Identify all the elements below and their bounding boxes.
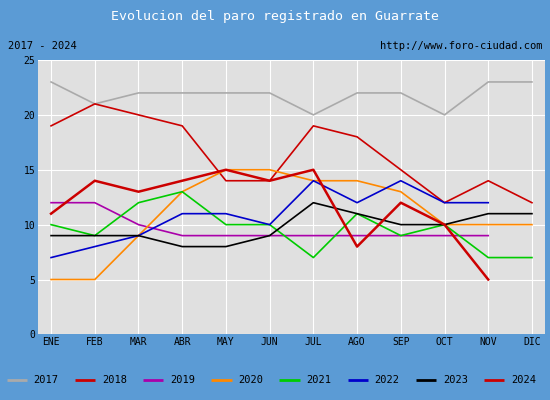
Text: 2017: 2017 [34,375,58,385]
Text: 2019: 2019 [170,375,195,385]
Text: 2020: 2020 [238,375,263,385]
Text: Evolucion del paro registrado en Guarrate: Evolucion del paro registrado en Guarrat… [111,10,439,23]
Text: 2022: 2022 [375,375,399,385]
Text: http://www.foro-ciudad.com: http://www.foro-ciudad.com [380,41,542,51]
Text: 2023: 2023 [443,375,467,385]
Text: 2024: 2024 [511,375,536,385]
Text: 2018: 2018 [102,375,126,385]
Text: 2021: 2021 [306,375,331,385]
Text: 2017 - 2024: 2017 - 2024 [8,41,76,51]
